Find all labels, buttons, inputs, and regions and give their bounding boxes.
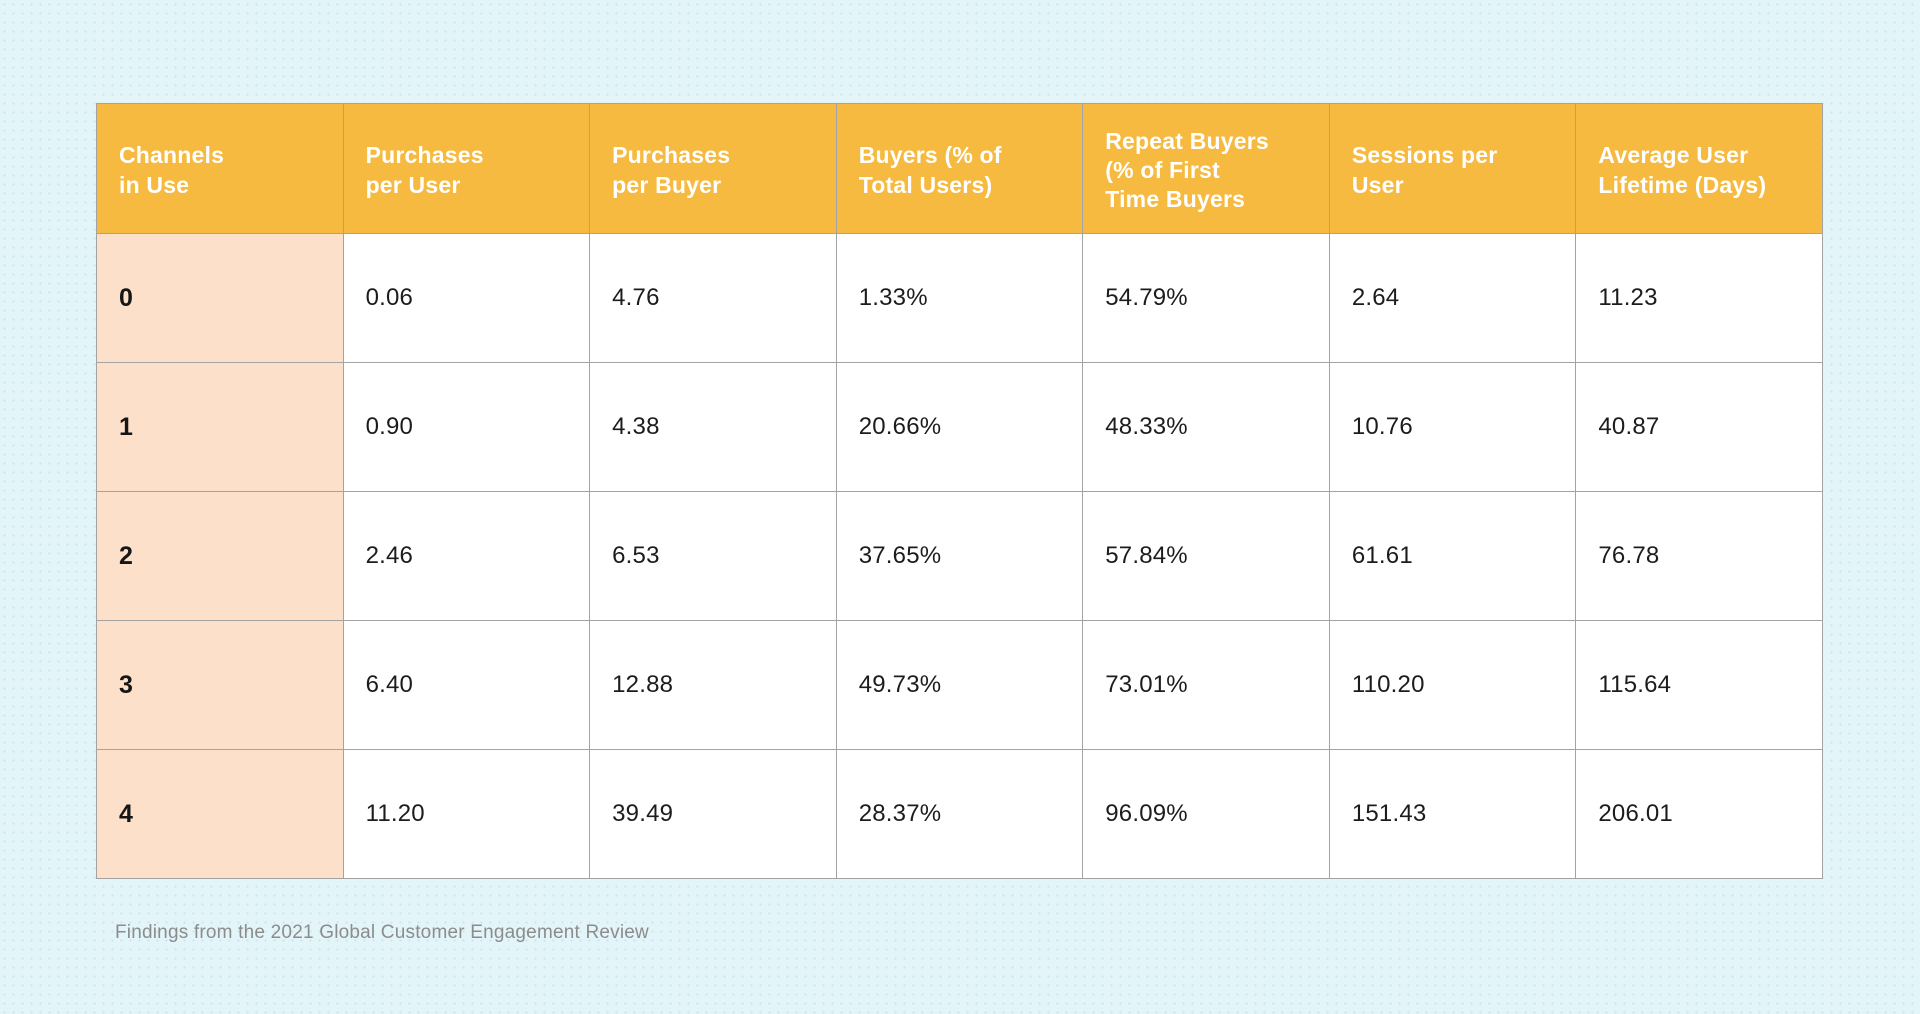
table-row: 1 0.90 4.38 20.66% 48.33% 10.76 40.87 <box>96 362 1823 492</box>
table-row: 0 0.06 4.76 1.33% 54.79% 2.64 11.23 <box>96 233 1823 363</box>
table-cell: 76.78 <box>1575 491 1823 621</box>
table-cell: 110.20 <box>1328 620 1577 750</box>
table-cell: 10.76 <box>1328 362 1577 492</box>
table-cell: 37.65% <box>835 491 1084 621</box>
column-header-sessions-per-user: Sessions per User <box>1328 103 1577 234</box>
row-label: 1 <box>96 362 344 492</box>
table-row: 2 2.46 6.53 37.65% 57.84% 61.61 76.78 <box>96 491 1823 621</box>
table-cell: 48.33% <box>1082 362 1330 492</box>
table-cell: 2.46 <box>342 491 591 621</box>
table-header-row: Channels in Use Purchases per User Purch… <box>96 103 1823 234</box>
table-cell: 115.64 <box>1575 620 1823 750</box>
table-cell: 73.01% <box>1082 620 1330 750</box>
table-cell: 28.37% <box>835 749 1084 879</box>
table-cell: 61.61 <box>1328 491 1577 621</box>
table-cell: 12.88 <box>589 620 837 750</box>
column-header-avg-user-lifetime: Average User Lifetime (Days) <box>1575 103 1823 234</box>
table-cell: 4.76 <box>589 233 837 363</box>
table-cell: 20.66% <box>835 362 1084 492</box>
table-row: 3 6.40 12.88 49.73% 73.01% 110.20 115.64 <box>96 620 1823 750</box>
table-cell: 6.40 <box>342 620 591 750</box>
column-header-repeat-buyers-pct: Repeat Buyers (% of First Time Buyers <box>1082 103 1330 234</box>
engagement-table: Channels in Use Purchases per User Purch… <box>96 103 1823 879</box>
table-cell: 39.49 <box>589 749 837 879</box>
source-note: Findings from the 2021 Global Customer E… <box>115 922 649 943</box>
table-cell: 40.87 <box>1575 362 1823 492</box>
row-label: 2 <box>96 491 344 621</box>
engagement-table-container: Channels in Use Purchases per User Purch… <box>96 103 1823 879</box>
row-label: 4 <box>96 749 344 879</box>
column-header-purchases-per-user: Purchases per User <box>342 103 591 234</box>
table-cell: 49.73% <box>835 620 1084 750</box>
table-cell: 96.09% <box>1082 749 1330 879</box>
table-row: 4 11.20 39.49 28.37% 96.09% 151.43 206.0… <box>96 749 1823 879</box>
column-header-purchases-per-buyer: Purchases per Buyer <box>589 103 837 234</box>
column-header-channels-in-use: Channels in Use <box>96 103 344 234</box>
table-cell: 0.06 <box>342 233 591 363</box>
column-header-buyers-pct-total-users: Buyers (% of Total Users) <box>835 103 1084 234</box>
row-label: 0 <box>96 233 344 363</box>
table-cell: 57.84% <box>1082 491 1330 621</box>
table-cell: 6.53 <box>589 491 837 621</box>
table-cell: 1.33% <box>835 233 1084 363</box>
table-cell: 54.79% <box>1082 233 1330 363</box>
table-cell: 11.23 <box>1575 233 1823 363</box>
row-label: 3 <box>96 620 344 750</box>
table-cell: 0.90 <box>342 362 591 492</box>
table-cell: 2.64 <box>1328 233 1577 363</box>
table-cell: 151.43 <box>1328 749 1577 879</box>
table-cell: 11.20 <box>342 749 591 879</box>
table-cell: 4.38 <box>589 362 837 492</box>
table-cell: 206.01 <box>1575 749 1823 879</box>
